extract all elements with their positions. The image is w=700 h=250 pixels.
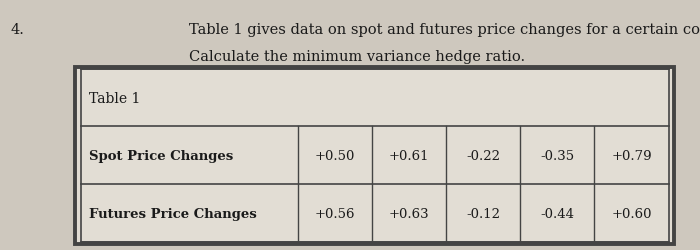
Text: Table 1 gives data on spot and futures price changes for a certain commodity.: Table 1 gives data on spot and futures p… [189, 22, 700, 36]
Text: +0.79: +0.79 [611, 149, 652, 162]
Text: +0.50: +0.50 [315, 149, 356, 162]
Text: Spot Price Changes: Spot Price Changes [89, 149, 233, 162]
Text: +0.56: +0.56 [315, 207, 356, 220]
Text: -0.44: -0.44 [540, 207, 575, 220]
Text: Calculate the minimum variance hedge ratio.: Calculate the minimum variance hedge rat… [189, 50, 525, 64]
Bar [80, 70, 668, 242]
Text: +0.61: +0.61 [389, 149, 429, 162]
Text: -0.35: -0.35 [540, 149, 575, 162]
Bar [75, 68, 674, 244]
Text: +0.60: +0.60 [611, 207, 652, 220]
Text: -0.22: -0.22 [466, 149, 500, 162]
Text: +0.63: +0.63 [389, 207, 430, 220]
Text: 4.: 4. [10, 22, 25, 36]
Text: -0.12: -0.12 [466, 207, 500, 220]
Text: Table 1: Table 1 [89, 92, 140, 106]
Text: Futures Price Changes: Futures Price Changes [89, 207, 257, 220]
